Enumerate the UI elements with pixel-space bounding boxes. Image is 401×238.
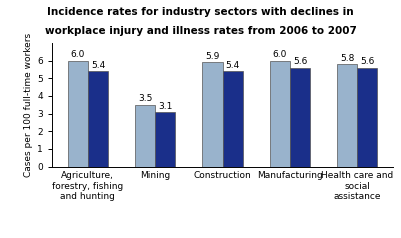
- Text: 5.8: 5.8: [340, 54, 354, 63]
- Text: workplace injury and illness rates from 2006 to 2007: workplace injury and illness rates from …: [45, 26, 356, 36]
- Bar: [155, 112, 175, 167]
- Bar: [203, 62, 223, 167]
- Bar: [68, 60, 88, 167]
- Text: 6.0: 6.0: [71, 50, 85, 59]
- Bar: [290, 68, 310, 167]
- Text: 5.4: 5.4: [225, 61, 240, 70]
- Text: 5.6: 5.6: [293, 57, 307, 66]
- Y-axis label: Cases per 100 full-time workers: Cases per 100 full-time workers: [24, 33, 33, 177]
- Bar: [135, 105, 155, 167]
- Bar: [337, 64, 357, 167]
- Text: 5.4: 5.4: [91, 61, 105, 70]
- Text: 3.1: 3.1: [158, 102, 172, 111]
- Bar: [223, 71, 243, 167]
- Text: 5.9: 5.9: [205, 52, 220, 61]
- Bar: [88, 71, 108, 167]
- Text: 5.6: 5.6: [360, 57, 375, 66]
- Text: 6.0: 6.0: [273, 50, 287, 59]
- Text: Incidence rates for industry sectors with declines in: Incidence rates for industry sectors wit…: [47, 7, 354, 17]
- Text: 3.5: 3.5: [138, 94, 152, 104]
- Bar: [270, 60, 290, 167]
- Bar: [357, 68, 377, 167]
